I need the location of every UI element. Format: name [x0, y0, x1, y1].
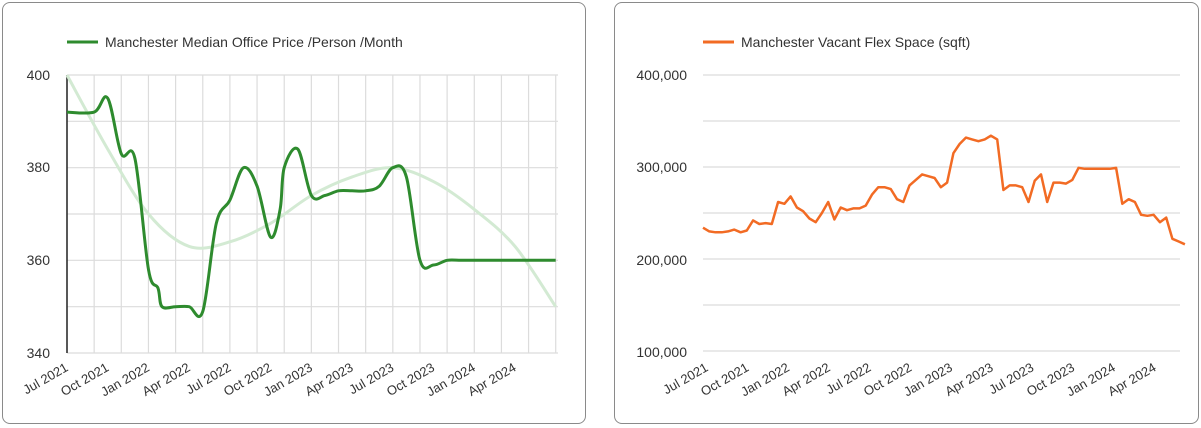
left-ytick: 360 [27, 252, 51, 268]
right-gridlines [703, 74, 1180, 352]
right-legend[interactable]: Manchester Vacant Flex Space (sqft) [703, 34, 970, 50]
right-ytick: 400,000 [636, 67, 687, 83]
left-gridlines [66, 74, 558, 354]
right-ytick: 300,000 [636, 159, 687, 175]
right-ytick: 200,000 [636, 252, 687, 268]
left-ytick: 400 [27, 67, 51, 83]
left-legend[interactable]: Manchester Median Office Price /Person /… [67, 34, 403, 50]
right-legend-label: Manchester Vacant Flex Space (sqft) [741, 34, 970, 50]
left-ytick: 340 [27, 345, 51, 361]
right-chart: Manchester Vacant Flex Space (sqft) 400,… [636, 34, 1186, 400]
left-legend-label: Manchester Median Office Price /Person /… [105, 34, 403, 50]
office-price-chart-panel [2, 2, 586, 424]
right-ytick: 100,000 [636, 344, 687, 360]
left-series-line[interactable] [66, 95, 556, 319]
left-ytick: 380 [27, 159, 51, 175]
left-chart: Manchester Median Office Price /Person /… [20, 34, 558, 399]
right-series-line[interactable] [702, 134, 1186, 246]
